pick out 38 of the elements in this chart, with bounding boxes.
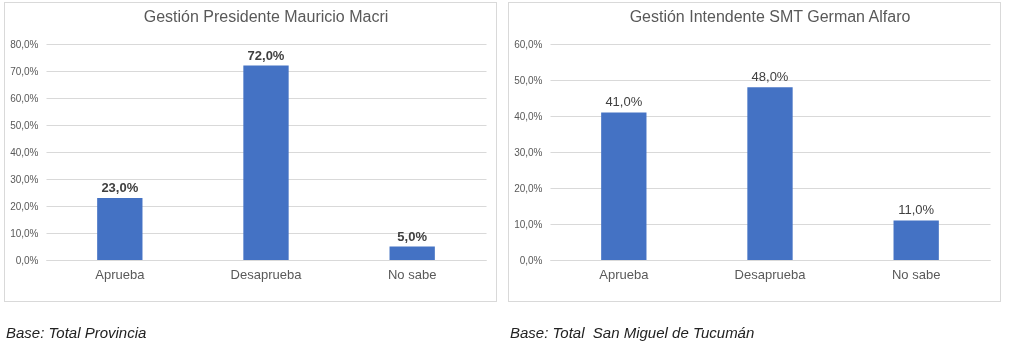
chart-title: Gestión Presidente Mauricio Macri	[143, 8, 389, 25]
data-label: 11,0%	[898, 202, 935, 218]
text: Base: Total San Miguel de Tucumán	[509, 324, 756, 341]
y-tick-label: 70,0%	[10, 65, 39, 77]
y-tick-label: 10,0%	[514, 218, 543, 230]
x-tick-label: Aprueba	[95, 266, 146, 282]
x-tick-label: No sabe	[891, 266, 941, 282]
bar	[243, 65, 289, 260]
y-tick-label: 50,0%	[10, 119, 39, 131]
data-label: 48,0%	[751, 69, 789, 85]
data-label: 72,0%	[247, 47, 285, 63]
bar	[747, 87, 793, 260]
text: Base: Total Provincia	[5, 324, 148, 341]
data-label: 5,0%	[397, 228, 428, 244]
y-tick-label: 40,0%	[10, 146, 39, 158]
x-tick-label: No sabe	[387, 266, 437, 282]
x-tick-label: Desaprueba	[230, 266, 303, 282]
y-tick-label: 30,0%	[514, 146, 543, 158]
y-tick-label: 50,0%	[514, 74, 543, 86]
data-label: 41,0%	[605, 94, 643, 110]
y-tick-label: 80,0%	[10, 38, 39, 50]
y-tick-label: 10,0%	[10, 227, 39, 239]
y-tick-label: 20,0%	[514, 182, 543, 194]
x-tick-label: Desaprueba	[734, 266, 807, 282]
data-label: 23,0%	[101, 179, 139, 195]
y-tick-label: 30,0%	[10, 173, 39, 185]
bar	[893, 220, 939, 260]
y-tick-label: 60,0%	[10, 92, 39, 104]
bar	[389, 246, 435, 260]
y-tick-label: 0,0%	[15, 254, 39, 266]
y-tick-label: 40,0%	[514, 110, 543, 122]
y-tick-label: 0,0%	[519, 254, 543, 266]
chart-title: Gestión Intendente SMT German Alfaro	[629, 8, 911, 25]
y-tick-label: 60,0%	[514, 38, 543, 50]
x-tick-label: Aprueba	[599, 266, 650, 282]
bar	[601, 112, 647, 260]
bar	[97, 197, 143, 260]
y-tick-label: 20,0%	[10, 200, 39, 212]
